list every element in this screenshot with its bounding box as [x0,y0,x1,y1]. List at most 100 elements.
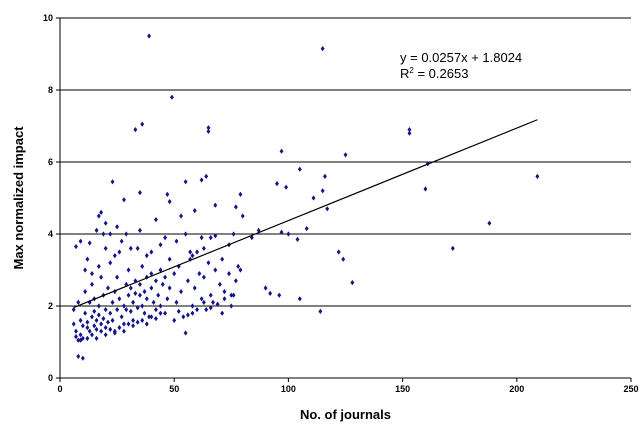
data-point [450,245,455,251]
data-point [204,307,209,313]
data-point [117,325,122,331]
data-point [535,173,540,179]
data-point [201,274,206,280]
data-point [229,292,234,298]
data-point [74,244,78,250]
data-point [71,321,76,327]
data-point [83,289,88,295]
data-point [108,310,113,316]
x-tick-label: 50 [169,384,179,394]
r-squared-value: = 0.2653 [414,66,469,81]
data-point [131,323,136,329]
gridlines [60,17,631,307]
y-tick-label: 10 [43,13,53,23]
data-point [76,337,81,343]
data-point [341,256,346,262]
data-point [108,326,113,332]
data-point [190,303,195,309]
data-point [83,267,88,273]
data-point [153,217,158,223]
data-point [144,296,149,302]
data-point [204,173,209,179]
y-tick-label: 4 [48,229,53,239]
data-point [103,307,108,313]
y-tick-label: 8 [48,85,53,95]
data-point [94,227,99,233]
data-point [74,334,78,340]
data-point [195,249,199,255]
data-point [295,236,300,242]
data-point [217,281,222,287]
data-point [238,191,243,197]
data-point [277,292,282,298]
data-point [96,263,101,269]
data-point [101,316,106,322]
data-point [268,290,273,296]
data-point [158,303,163,309]
data-point [197,271,202,277]
data-point [103,332,108,338]
data-point [135,319,140,325]
data-point [343,152,348,158]
data-point [76,299,81,305]
data-point [87,328,92,334]
y-tick-label: 6 [48,157,53,167]
data-point [318,308,323,314]
data-point [110,317,115,323]
data-point [85,325,90,331]
data-point [233,204,238,210]
data-point [80,323,85,329]
data-point [163,274,168,280]
data-point [78,337,83,343]
data-point [99,209,104,215]
data-point [137,190,142,196]
data-point [208,235,213,241]
data-point [325,206,330,212]
data-point [124,307,129,313]
data-point [163,235,168,241]
data-point [74,328,78,334]
y-axis-title: Max normalized impact [11,126,26,270]
data-point [149,314,154,320]
data-point [311,195,316,201]
data-point [222,289,227,295]
data-point [103,245,108,251]
data-point [90,332,94,338]
data-point [80,355,85,361]
x-ticks: 0 50 100 150 200 250 [57,378,639,394]
data-point [103,325,108,331]
data-point [140,121,145,127]
data-point [117,296,122,302]
data-point [199,177,204,183]
data-point [236,263,241,269]
data-point [126,292,131,298]
data-point [350,280,355,286]
data-point [92,323,97,329]
data-point [94,326,99,332]
data-point [122,328,126,334]
data-point [80,335,85,341]
data-point [140,263,145,269]
data-point [279,148,284,154]
data-point [238,267,243,273]
data-point [140,303,145,309]
data-point [220,256,225,262]
data-point [137,227,142,233]
data-point [90,281,94,287]
data-point [169,94,174,100]
data-point [231,292,236,298]
data-point [208,292,213,298]
data-point [227,271,231,277]
data-point [149,249,154,255]
data-point [153,278,158,284]
data-point [103,220,108,226]
data-point [133,127,138,133]
data-point [206,125,211,131]
data-point [201,299,206,305]
data-point [144,321,149,327]
data-point [263,285,268,291]
data-point [85,319,90,325]
data-point [94,317,99,323]
data-point [206,260,211,266]
